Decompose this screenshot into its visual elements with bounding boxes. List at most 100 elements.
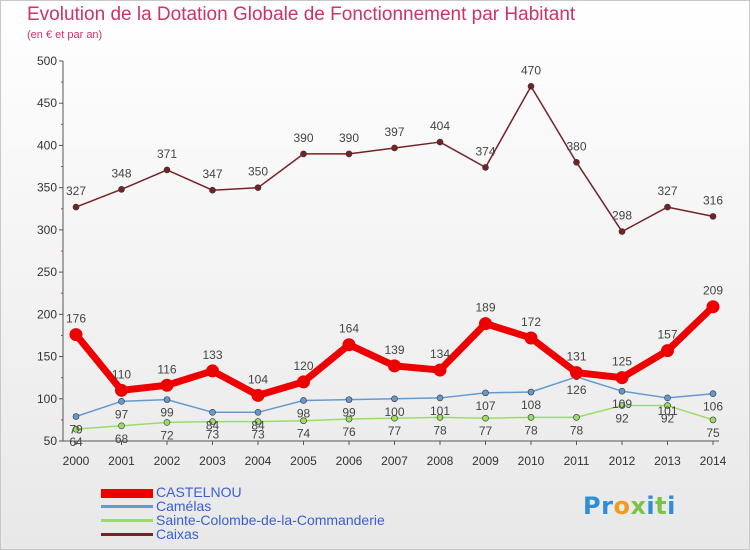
data-label: 126 [566,383,586,397]
data-label: 397 [384,125,404,139]
y-tick-label: 50 [44,434,58,448]
data-point [527,388,535,396]
data-point [163,396,171,403]
legend-label: Caixas [156,526,199,542]
chart-subtitle: (en € et par an) [27,29,103,41]
legend-label: Camélas [156,498,212,514]
data-label: 104 [248,372,268,386]
x-tick-label: 2011 [564,454,590,468]
data-point [573,414,580,421]
data-point [618,387,626,395]
data-label: 106 [703,400,723,414]
x-tick-label: 2000 [63,454,90,468]
data-label: 77 [479,424,493,438]
data-label: 327 [657,184,677,198]
x-tick-label: 2008 [427,454,454,468]
data-point [524,331,538,345]
data-point [618,402,626,409]
y-tick-label: 400 [37,138,57,152]
data-label: 390 [339,131,359,145]
data-label: 101 [657,404,677,418]
x-tick-label: 2007 [381,454,408,468]
data-label: 98 [297,406,311,420]
logo-letter: r [601,492,614,520]
data-label: 176 [66,312,86,326]
data-point [482,164,489,171]
logo-letter: o [613,492,631,520]
data-label: 380 [566,139,586,153]
data-point [391,414,398,422]
legend-label: CASTELNOU [156,484,242,500]
x-tick-label: 2004 [245,454,272,468]
data-point [391,144,398,152]
data-point [482,389,489,397]
data-label: 92 [615,412,629,426]
x-tick-label: 2001 [108,454,135,468]
data-point [209,418,216,425]
data-label: 75 [706,426,720,440]
data-point [664,394,671,402]
data-label: 131 [566,350,586,364]
logo-letter: P [583,492,602,520]
data-point [118,398,125,405]
data-label: 79 [69,423,83,437]
data-label: 68 [115,432,129,446]
data-point [345,150,353,158]
data-point [163,419,171,426]
y-tick-label: 100 [37,392,57,406]
data-point [570,366,583,380]
data-point [709,390,717,398]
data-label: 327 [66,184,86,198]
data-label: 84 [251,418,265,432]
data-point [118,186,125,193]
y-tick-label: 500 [37,54,57,68]
data-point [118,422,125,430]
x-tick-label: 2003 [199,454,226,468]
y-tick-label: 150 [37,350,57,364]
data-label: 73 [251,428,265,442]
data-point [618,228,626,235]
x-tick-label: 2010 [518,454,545,468]
data-label: 73 [206,428,220,442]
data-label: 470 [521,63,541,77]
data-label: 76 [342,425,356,439]
data-label: 390 [293,131,313,145]
data-point [345,396,353,403]
data-point [69,328,83,342]
data-label: 134 [430,347,450,361]
proxiti-logo: Proxiti [583,492,676,520]
data-label: 100 [384,405,404,419]
data-point [706,300,720,314]
data-label: 92 [661,412,675,426]
data-point [115,383,128,397]
data-point [72,425,80,433]
data-point [436,138,444,146]
data-point [661,344,674,358]
logo-letter: i [646,492,656,520]
x-tick-label: 2002 [154,454,181,468]
legend-swatch-sainte-colombe [101,519,153,522]
data-point [72,413,80,420]
data-label: 99 [160,406,174,420]
data-point [209,408,216,416]
data-label: 108 [521,398,541,412]
data-label: 99 [342,406,356,420]
data-label: 109 [612,397,632,411]
legend-swatch-camelas [101,505,153,508]
x-tick-label: 2005 [290,454,317,468]
data-label: 74 [297,427,311,441]
data-label: 404 [430,119,450,133]
data-point [300,397,307,404]
data-label: 139 [384,343,404,357]
data-label: 78 [524,423,538,437]
data-label: 64 [69,435,83,449]
y-tick-label: 250 [37,265,57,279]
y-tick-label: 300 [37,223,57,237]
data-label: 101 [430,404,450,418]
data-point [251,388,265,402]
logo-letter: t [655,492,668,520]
data-point [345,415,353,423]
data-point [209,186,216,194]
data-label: 316 [703,193,723,207]
data-point [615,371,629,385]
